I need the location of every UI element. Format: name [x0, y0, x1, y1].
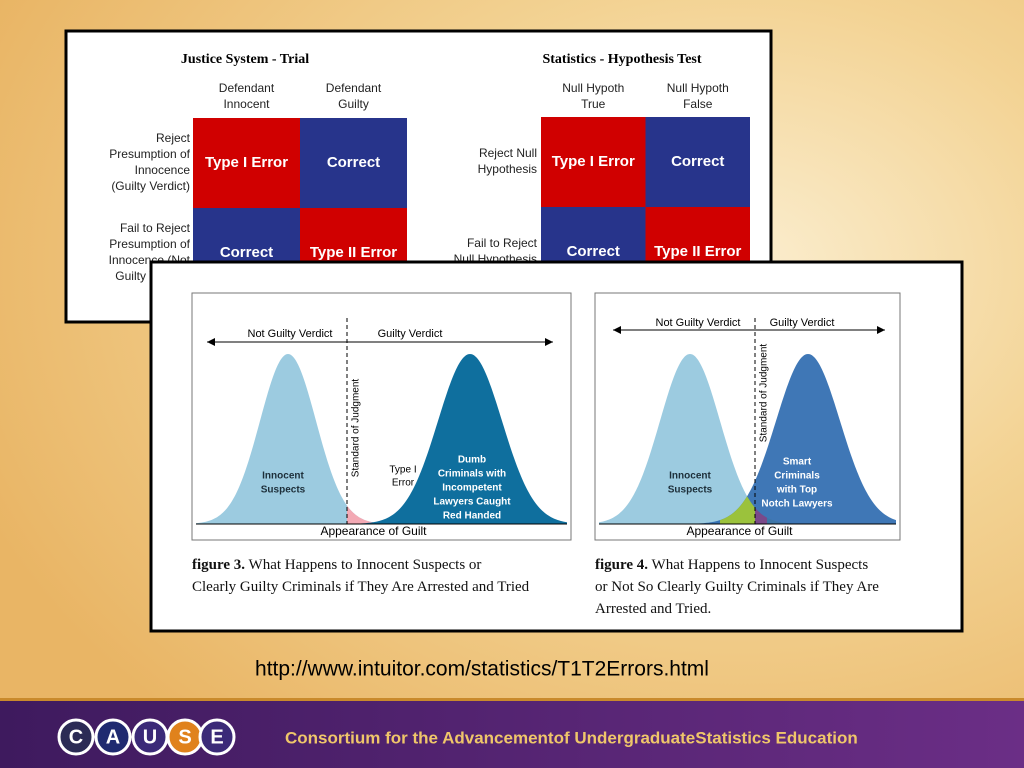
- group-label: Suspects: [261, 485, 306, 496]
- cell-label: Correct: [327, 154, 380, 171]
- cell-label: Type I Error: [552, 153, 635, 170]
- cell-label: Type II Error: [310, 244, 397, 261]
- logo-letter: A: [106, 726, 120, 748]
- row-label: Presumption of: [109, 147, 190, 161]
- column-header: False: [683, 97, 713, 111]
- verdict-label: Not Guilty Verdict: [656, 317, 741, 329]
- column-header: Null Hypoth: [667, 81, 729, 95]
- caption-line: Clearly Guilty Criminals if They Are Arr…: [192, 579, 530, 595]
- verdict-label: Guilty Verdict: [770, 317, 835, 329]
- row-label: Reject: [156, 131, 191, 145]
- row-label: Fail to Reject: [120, 221, 191, 235]
- error-area: [347, 505, 387, 524]
- column-header: Innocent: [223, 97, 270, 111]
- caption-line: figure 3. What Happens to Innocent Suspe…: [192, 557, 481, 573]
- threshold-label: Standard of Judgment: [351, 379, 362, 478]
- group-label: Innocent: [669, 471, 711, 482]
- innocent-curve: [196, 354, 418, 524]
- logo-letter: S: [178, 726, 191, 748]
- column-header: Null Hypoth: [562, 81, 624, 95]
- row-label: Innocence: [135, 163, 191, 177]
- column-header: Defendant: [326, 81, 382, 95]
- table-title: Justice System - Trial: [181, 52, 309, 67]
- logo-letter: C: [69, 726, 83, 748]
- logo-circle: [198, 718, 236, 756]
- logo-letter: E: [210, 726, 223, 748]
- threshold-label: Standard of Judgment: [759, 344, 770, 443]
- group-label: Dumb: [458, 455, 486, 466]
- caption-text: Arrested and Tried.: [595, 601, 711, 617]
- row-label: Hypothesis: [478, 162, 537, 176]
- table-cell: [193, 118, 300, 208]
- axis-label: Appearance of Guilt: [320, 524, 427, 538]
- table-cell: [300, 118, 407, 208]
- logo-letter: U: [143, 726, 157, 748]
- row-label: (Guilty Verdict): [111, 179, 190, 193]
- caption-label: figure 3.: [192, 557, 245, 573]
- column-header: Guilty: [338, 97, 369, 111]
- column-header: True: [581, 97, 606, 111]
- group-label: Criminals: [774, 471, 820, 482]
- overlap-area: [755, 507, 767, 524]
- guilty-curve: [698, 354, 896, 524]
- footer: Consortium for the Advancementof Undergr…: [57, 718, 858, 756]
- group-label: Lawyers Caught: [433, 497, 511, 508]
- footer-text: Consortium for the Advancementof Undergr…: [285, 728, 858, 747]
- footer-rule: [0, 698, 1024, 701]
- error-area: [720, 496, 755, 524]
- cell-label: Correct: [220, 244, 273, 261]
- verdict-label: Guilty Verdict: [378, 328, 443, 340]
- caption-text: or Not So Clearly Guilty Criminals if Th…: [595, 579, 879, 595]
- cell-label: Correct: [567, 243, 620, 260]
- caption-line: figure 4. What Happens to Innocent Suspe…: [595, 557, 868, 573]
- row-label: Reject Null: [479, 146, 537, 160]
- table-cell: [645, 117, 750, 207]
- caption-line: Arrested and Tried.: [595, 601, 711, 617]
- axis-label: Appearance of Guilt: [686, 524, 793, 538]
- error-label: Type I: [389, 465, 416, 476]
- cell-label: Correct: [671, 153, 724, 170]
- group-label: Smart: [783, 457, 812, 468]
- logo-circle: [57, 718, 95, 756]
- group-label: Notch Lawyers: [761, 499, 833, 510]
- guilty-curve: [360, 354, 567, 524]
- caption-text: What Happens to Innocent Suspects or: [249, 557, 482, 573]
- row-label: Fail to Reject: [467, 236, 538, 250]
- group-label: with Top: [776, 485, 817, 496]
- verdict-label: Not Guilty Verdict: [248, 328, 333, 340]
- caption-label: figure 4.: [595, 557, 648, 573]
- group-label: Criminals with: [438, 469, 506, 480]
- cell-label: Type I Error: [205, 154, 288, 171]
- caption-line: or Not So Clearly Guilty Criminals if Th…: [595, 579, 879, 595]
- error-label: Error: [392, 478, 415, 489]
- table-cell: [541, 117, 646, 207]
- group-label: Incompetent: [442, 483, 502, 494]
- source-url: http://www.intuitor.com/statistics/T1T2E…: [255, 658, 709, 681]
- row-label: Presumption of: [109, 237, 190, 251]
- cell-label: Type II Error: [654, 243, 741, 260]
- caption-text: Clearly Guilty Criminals if They Are Arr…: [192, 579, 530, 595]
- group-label: Suspects: [668, 485, 713, 496]
- column-header: Defendant: [219, 81, 275, 95]
- caption-text: What Happens to Innocent Suspects: [652, 557, 869, 573]
- table-title: Statistics - Hypothesis Test: [542, 52, 701, 67]
- group-label: Red Handed: [443, 511, 501, 522]
- figures-panel: Not Guilty Verdict Guilty Verdict Standard…: [149, 260, 964, 633]
- logo-circle: [94, 718, 132, 756]
- innocent-curve: [599, 354, 820, 524]
- group-label: Innocent: [262, 471, 304, 482]
